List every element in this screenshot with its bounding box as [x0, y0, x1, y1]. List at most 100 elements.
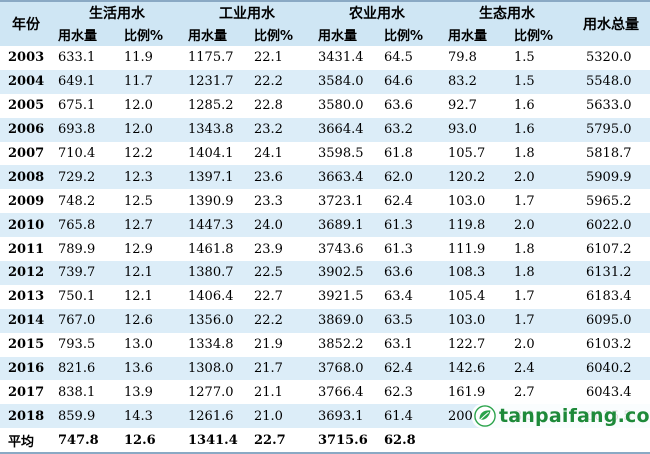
- amount-cell: 1447.3: [182, 213, 248, 238]
- amount-cell: 739.7: [52, 261, 118, 285]
- amount-cell: 3584.0: [312, 69, 378, 94]
- group-header-industrial: 工业用水: [182, 1, 312, 23]
- sub-header-ratio: 比例%: [378, 23, 442, 46]
- year-cell: 2013: [0, 284, 52, 309]
- amount-cell: 92.7: [442, 93, 508, 118]
- sub-header-amount: 用水量: [182, 23, 248, 46]
- header-row-groups: 年份 生活用水 工业用水 农业用水 生态用水 用水总量: [0, 1, 650, 46]
- total-cell: 5909.9: [572, 165, 650, 190]
- ratio-cell: 62.4: [378, 356, 442, 381]
- ratio-cell: 21.9: [248, 332, 312, 357]
- table-row: 2011 789.9 12.9 1461.8 23.9 3743.6 61.3 111.9 1.…: [0, 237, 650, 262]
- average-ratio-cell: [508, 428, 572, 454]
- table-row: 2017 838.1 13.9 1277.0 21.1 3766.4 62.3 161.9 2.…: [0, 380, 650, 405]
- amount-cell: 3743.6: [312, 237, 378, 262]
- ratio-cell: 12.6: [118, 308, 182, 333]
- amount-cell: 1406.4: [182, 284, 248, 309]
- total-cell: 6103.2: [572, 332, 650, 357]
- amount-cell: 675.1: [52, 93, 118, 118]
- amount-cell: 3693.1: [312, 404, 378, 429]
- average-amount-cell: 1341.4: [182, 428, 248, 454]
- ratio-cell: 13.0: [118, 332, 182, 357]
- group-header-agricultural: 农业用水: [312, 1, 442, 23]
- sub-header-ratio: 比例%: [118, 23, 182, 46]
- total-cell: 5320.0: [572, 46, 650, 70]
- total-cell: 5633.0: [572, 93, 650, 118]
- table-row: 2010 765.8 12.7 1447.3 24.0 3689.1 61.3 119.8 2.…: [0, 213, 650, 238]
- amount-cell: 765.8: [52, 213, 118, 238]
- amount-cell: 767.0: [52, 308, 118, 333]
- amount-cell: 1334.8: [182, 332, 248, 357]
- amount-cell: 821.6: [52, 356, 118, 381]
- amount-cell: 1308.0: [182, 356, 248, 381]
- ratio-cell: 22.2: [248, 69, 312, 94]
- table-row: 2006 693.8 12.0 1343.8 23.2 3664.4 63.2 93.0 1.6…: [0, 117, 650, 142]
- amount-cell: 3869.0: [312, 308, 378, 333]
- sub-header-amount: 用水量: [442, 23, 508, 46]
- amount-cell: 93.0: [442, 117, 508, 142]
- amount-cell: 710.4: [52, 141, 118, 166]
- year-cell: 2008: [0, 165, 52, 190]
- amount-cell: 649.1: [52, 69, 118, 94]
- amount-cell: 3580.0: [312, 93, 378, 118]
- ratio-cell: 2.7: [508, 380, 572, 405]
- amount-cell: 161.9: [442, 380, 508, 405]
- ratio-cell: 11.7: [118, 69, 182, 94]
- total-cell: 6043.4: [572, 380, 650, 405]
- table-row: 2014 767.0 12.6 1356.0 22.2 3869.0 63.5 103.0 1.…: [0, 308, 650, 333]
- ratio-cell: 1.7: [508, 308, 572, 333]
- ratio-cell: 63.4: [378, 284, 442, 309]
- amount-cell: 79.8: [442, 46, 508, 70]
- total-cell: 6040.2: [572, 356, 650, 381]
- ratio-cell: 62.3: [378, 380, 442, 405]
- amount-cell: 3766.4: [312, 380, 378, 405]
- year-cell: 2011: [0, 237, 52, 262]
- ratio-cell: 63.2: [378, 117, 442, 142]
- year-cell: 2006: [0, 117, 52, 142]
- ratio-cell: 1.7: [508, 189, 572, 214]
- amount-cell: 633.1: [52, 46, 118, 70]
- amount-cell: 142.6: [442, 356, 508, 381]
- ratio-cell: 1.8: [508, 141, 572, 166]
- ratio-cell: 22.1: [248, 46, 312, 70]
- amount-cell: 748.2: [52, 189, 118, 214]
- year-cell: 2003: [0, 46, 52, 70]
- year-cell: 2018: [0, 404, 52, 429]
- amount-cell: 838.1: [52, 380, 118, 405]
- amount-cell: 105.7: [442, 141, 508, 166]
- amount-cell: 111.9: [442, 237, 508, 262]
- total-cell: 5795.0: [572, 117, 650, 142]
- total-cell: 5548.0: [572, 69, 650, 94]
- year-cell: 2007: [0, 141, 52, 166]
- year-cell: 2015: [0, 332, 52, 357]
- ratio-cell: 63.6: [378, 93, 442, 118]
- amount-cell: 1343.8: [182, 117, 248, 142]
- amount-cell: 1397.1: [182, 165, 248, 190]
- ratio-cell: 22.5: [248, 261, 312, 285]
- ratio-cell: 1.7: [508, 284, 572, 309]
- ratio-cell: 21.0: [248, 404, 312, 429]
- table-row: 2004 649.1 11.7 1231.7 22.2 3584.0 64.6 83.2 1.5…: [0, 69, 650, 94]
- table-row: 2013 750.1 12.1 1406.4 22.7 3921.5 63.4 105.4 1.…: [0, 284, 650, 309]
- leaf-logo-icon: [474, 405, 496, 427]
- amount-cell: 119.8: [442, 213, 508, 238]
- amount-cell: 729.2: [52, 165, 118, 190]
- amount-cell: 105.4: [442, 284, 508, 309]
- table-row: 2016 821.6 13.6 1308.0 21.7 3768.0 62.4 142.6 2.…: [0, 356, 650, 381]
- total-column-header: 用水总量: [572, 1, 650, 46]
- ratio-cell: 2.0: [508, 213, 572, 238]
- ratio-cell: 12.1: [118, 284, 182, 309]
- ratio-cell: 64.5: [378, 46, 442, 70]
- average-label: 平均: [0, 428, 52, 454]
- table-row: 2007 710.4 12.2 1404.1 24.1 3598.5 61.8 105.7 1.…: [0, 141, 650, 166]
- sub-header-amount: 用水量: [52, 23, 118, 46]
- ratio-cell: 12.5: [118, 189, 182, 214]
- amount-cell: 3852.2: [312, 332, 378, 357]
- year-cell: 2004: [0, 69, 52, 94]
- ratio-cell: 21.7: [248, 356, 312, 381]
- ratio-cell: 12.1: [118, 261, 182, 285]
- total-cell: 5818.7: [572, 141, 650, 166]
- table-row: 2008 729.2 12.3 1397.1 23.6 3663.4 62.0 120.2 2.…: [0, 165, 650, 190]
- ratio-cell: 1.8: [508, 237, 572, 262]
